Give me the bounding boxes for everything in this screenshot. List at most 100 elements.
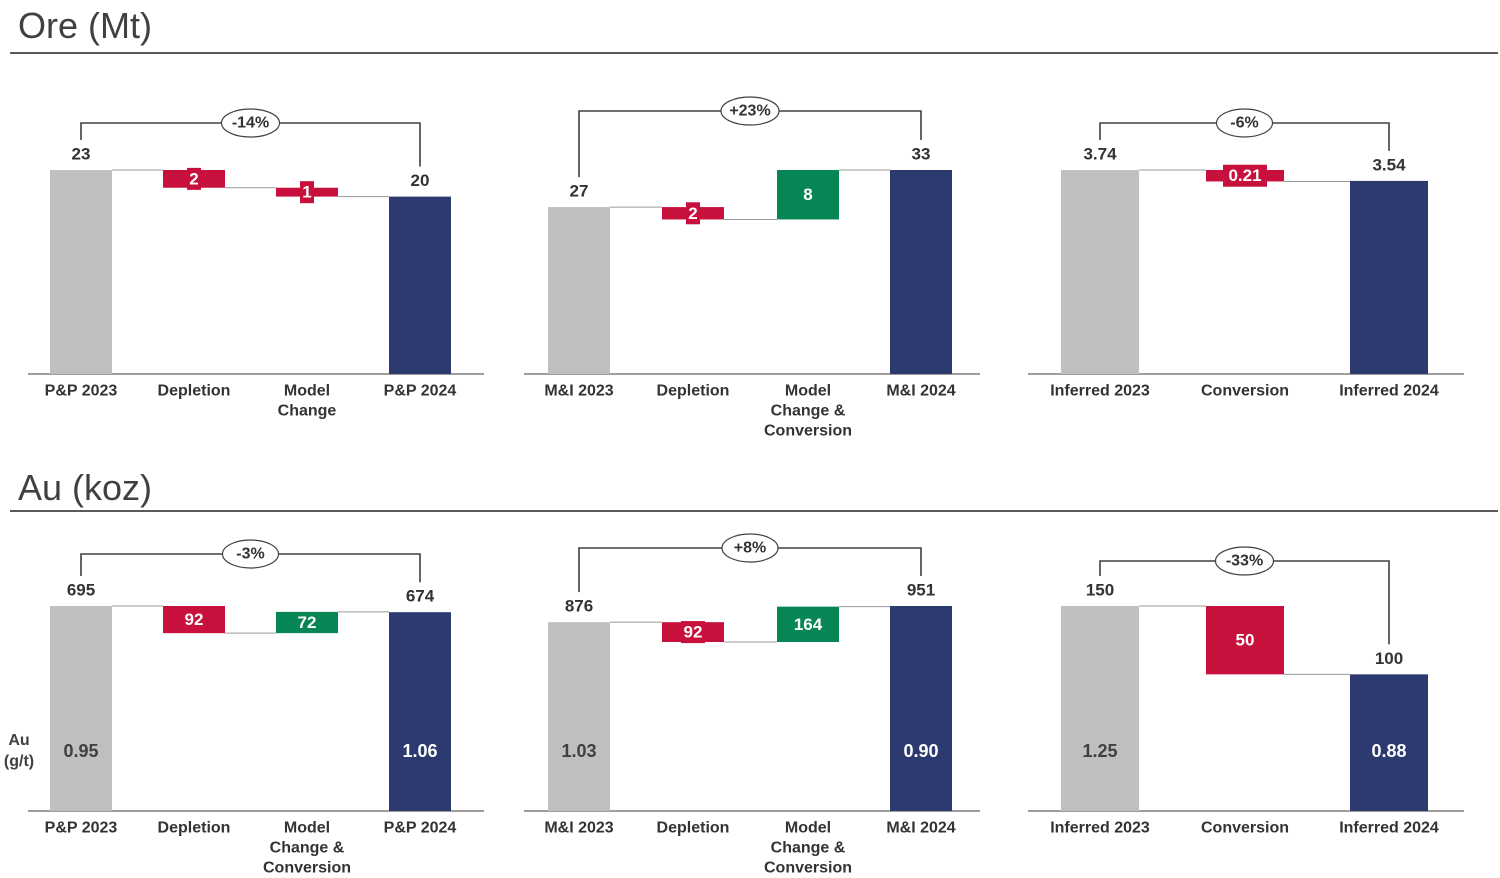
category-label: Inferred 2023 xyxy=(1050,820,1150,837)
category-label: M&I 2023 xyxy=(544,383,613,400)
bar-value-label: 33 xyxy=(912,145,931,164)
delta-value-label: 2 xyxy=(688,204,697,223)
increase-bar xyxy=(777,606,839,642)
change-percent-label: -3% xyxy=(236,546,264,563)
bar-value-label: 3.54 xyxy=(1372,155,1406,174)
bar-value-label: 100 xyxy=(1375,649,1403,668)
category-label: Model xyxy=(284,383,330,400)
grade-label: 1.06 xyxy=(402,741,437,761)
ore-mi-waterfall-chart: 27 2 8 33 M&I 2023 Depletion Model Change & Conv… xyxy=(524,96,980,440)
grade-label: 0.90 xyxy=(903,741,938,761)
delta-value-label: 164 xyxy=(794,615,823,634)
category-label: Depletion xyxy=(657,820,730,837)
bar-value-label: 876 xyxy=(565,597,593,616)
end-bar xyxy=(389,612,451,811)
end-bar xyxy=(890,606,952,811)
delta-value-label: 8 xyxy=(803,185,812,204)
category-label: M&I 2023 xyxy=(544,820,613,837)
category-label: M&I 2024 xyxy=(886,820,955,837)
bar-value-label: 150 xyxy=(1086,581,1114,600)
category-label: Inferred 2023 xyxy=(1050,383,1150,400)
delta-value-label: 0.21 xyxy=(1228,166,1261,185)
category-label: Depletion xyxy=(657,383,730,400)
change-percent-label: +23% xyxy=(729,103,770,120)
category-label: Conversion xyxy=(1201,383,1289,400)
category-label: P&P 2023 xyxy=(45,820,118,837)
delta-label-box xyxy=(686,202,700,225)
category-label: P&P 2023 xyxy=(45,383,118,400)
grade-axis-label-line: (g/t) xyxy=(3,753,35,770)
category-label: Model xyxy=(284,820,330,837)
category-label: Change xyxy=(278,403,337,420)
grade-label: 1.25 xyxy=(1082,741,1117,761)
bar-value-label: 951 xyxy=(907,581,935,600)
start-bar xyxy=(1061,606,1139,811)
change-percent-label: +8% xyxy=(734,540,766,557)
category-label: M&I 2024 xyxy=(886,383,955,400)
change-percent-label: -33% xyxy=(1226,553,1263,570)
delta-value-label: 2 xyxy=(189,169,198,188)
category-label: P&P 2024 xyxy=(384,383,457,400)
decrease-bar xyxy=(163,606,225,634)
bar-value-label: 695 xyxy=(67,581,95,600)
au-mi-waterfall-chart: 876 1.03 92 164 951 0.90 M&I 2023 Depletion Mode… xyxy=(524,533,980,877)
category-label: Model xyxy=(785,820,831,837)
bar-value-label: 3.74 xyxy=(1083,145,1117,164)
delta-value-label: 1 xyxy=(302,183,311,202)
start-bar xyxy=(548,207,610,374)
change-percent-label: -14% xyxy=(232,115,269,132)
category-label: Depletion xyxy=(158,383,231,400)
bar-value-label: 674 xyxy=(406,587,435,606)
category-label: Change & xyxy=(270,840,345,857)
au-inferred-waterfall-chart: 150 1.25 50 100 0.88 Inferred 2023 Conversion I… xyxy=(1028,546,1464,837)
category-label: Depletion xyxy=(158,820,231,837)
end-bar xyxy=(1350,180,1428,374)
grade-axis-label-line: Au xyxy=(8,732,30,749)
ore-section-title: Ore (Mt) xyxy=(18,5,152,46)
category-label: Conversion xyxy=(764,423,852,440)
change-percent-oval xyxy=(220,108,281,138)
category-label: Conversion xyxy=(764,860,852,877)
decrease-bar xyxy=(1206,606,1284,675)
delta-label-box xyxy=(300,181,314,204)
ore-inferred-waterfall-chart: 3.74 0.21 3.54 Inferred 2023 Conversion Infer… xyxy=(1028,108,1464,400)
category-label: Change & xyxy=(771,403,846,420)
au-section-rule xyxy=(10,510,1498,512)
category-label: Conversion xyxy=(1201,820,1289,837)
start-bar xyxy=(50,606,112,811)
end-bar xyxy=(890,170,952,374)
grade-axis-label: Au (g/t) xyxy=(0,730,38,772)
change-percent-label: -6% xyxy=(1230,115,1258,132)
start-bar xyxy=(1061,170,1139,374)
end-bar xyxy=(1350,674,1428,811)
delta-label-box xyxy=(187,167,201,190)
category-label: P&P 2024 xyxy=(384,820,457,837)
change-percent-oval xyxy=(720,96,780,126)
bar-value-label: 20 xyxy=(411,171,430,190)
category-label: Change & xyxy=(771,840,846,857)
bar-value-label: 27 xyxy=(570,182,589,201)
start-bar xyxy=(50,170,112,374)
category-label: Conversion xyxy=(263,860,351,877)
category-label: Model xyxy=(785,383,831,400)
delta-value-label: 92 xyxy=(684,623,703,642)
start-bar xyxy=(548,622,610,811)
au-pp-waterfall-chart: 695 0.95 92 72 674 1.06 P&P 2023 Depletion Model… xyxy=(28,539,484,877)
end-bar xyxy=(389,196,451,374)
delta-label-box xyxy=(1223,164,1267,187)
ore-section-rule xyxy=(10,52,1498,54)
delta-value-label: 72 xyxy=(298,613,317,632)
bar-value-label: 23 xyxy=(72,145,91,164)
change-percent-oval xyxy=(721,533,779,563)
delta-value-label: 92 xyxy=(185,610,204,629)
ore-pp-waterfall-chart: 23 2 1 20 P&P 2023 Depletion Model Change P&P 20… xyxy=(28,108,484,420)
increase-bar xyxy=(777,170,839,220)
delta-value-label: 50 xyxy=(1236,631,1255,650)
change-percent-oval xyxy=(221,539,280,569)
delta-label-box xyxy=(681,621,705,644)
grade-label: 1.03 xyxy=(561,741,596,761)
grade-label: 0.88 xyxy=(1371,741,1406,761)
change-percent-oval xyxy=(1214,546,1275,576)
grade-label: 0.95 xyxy=(63,741,98,761)
category-label: Inferred 2024 xyxy=(1339,383,1439,400)
